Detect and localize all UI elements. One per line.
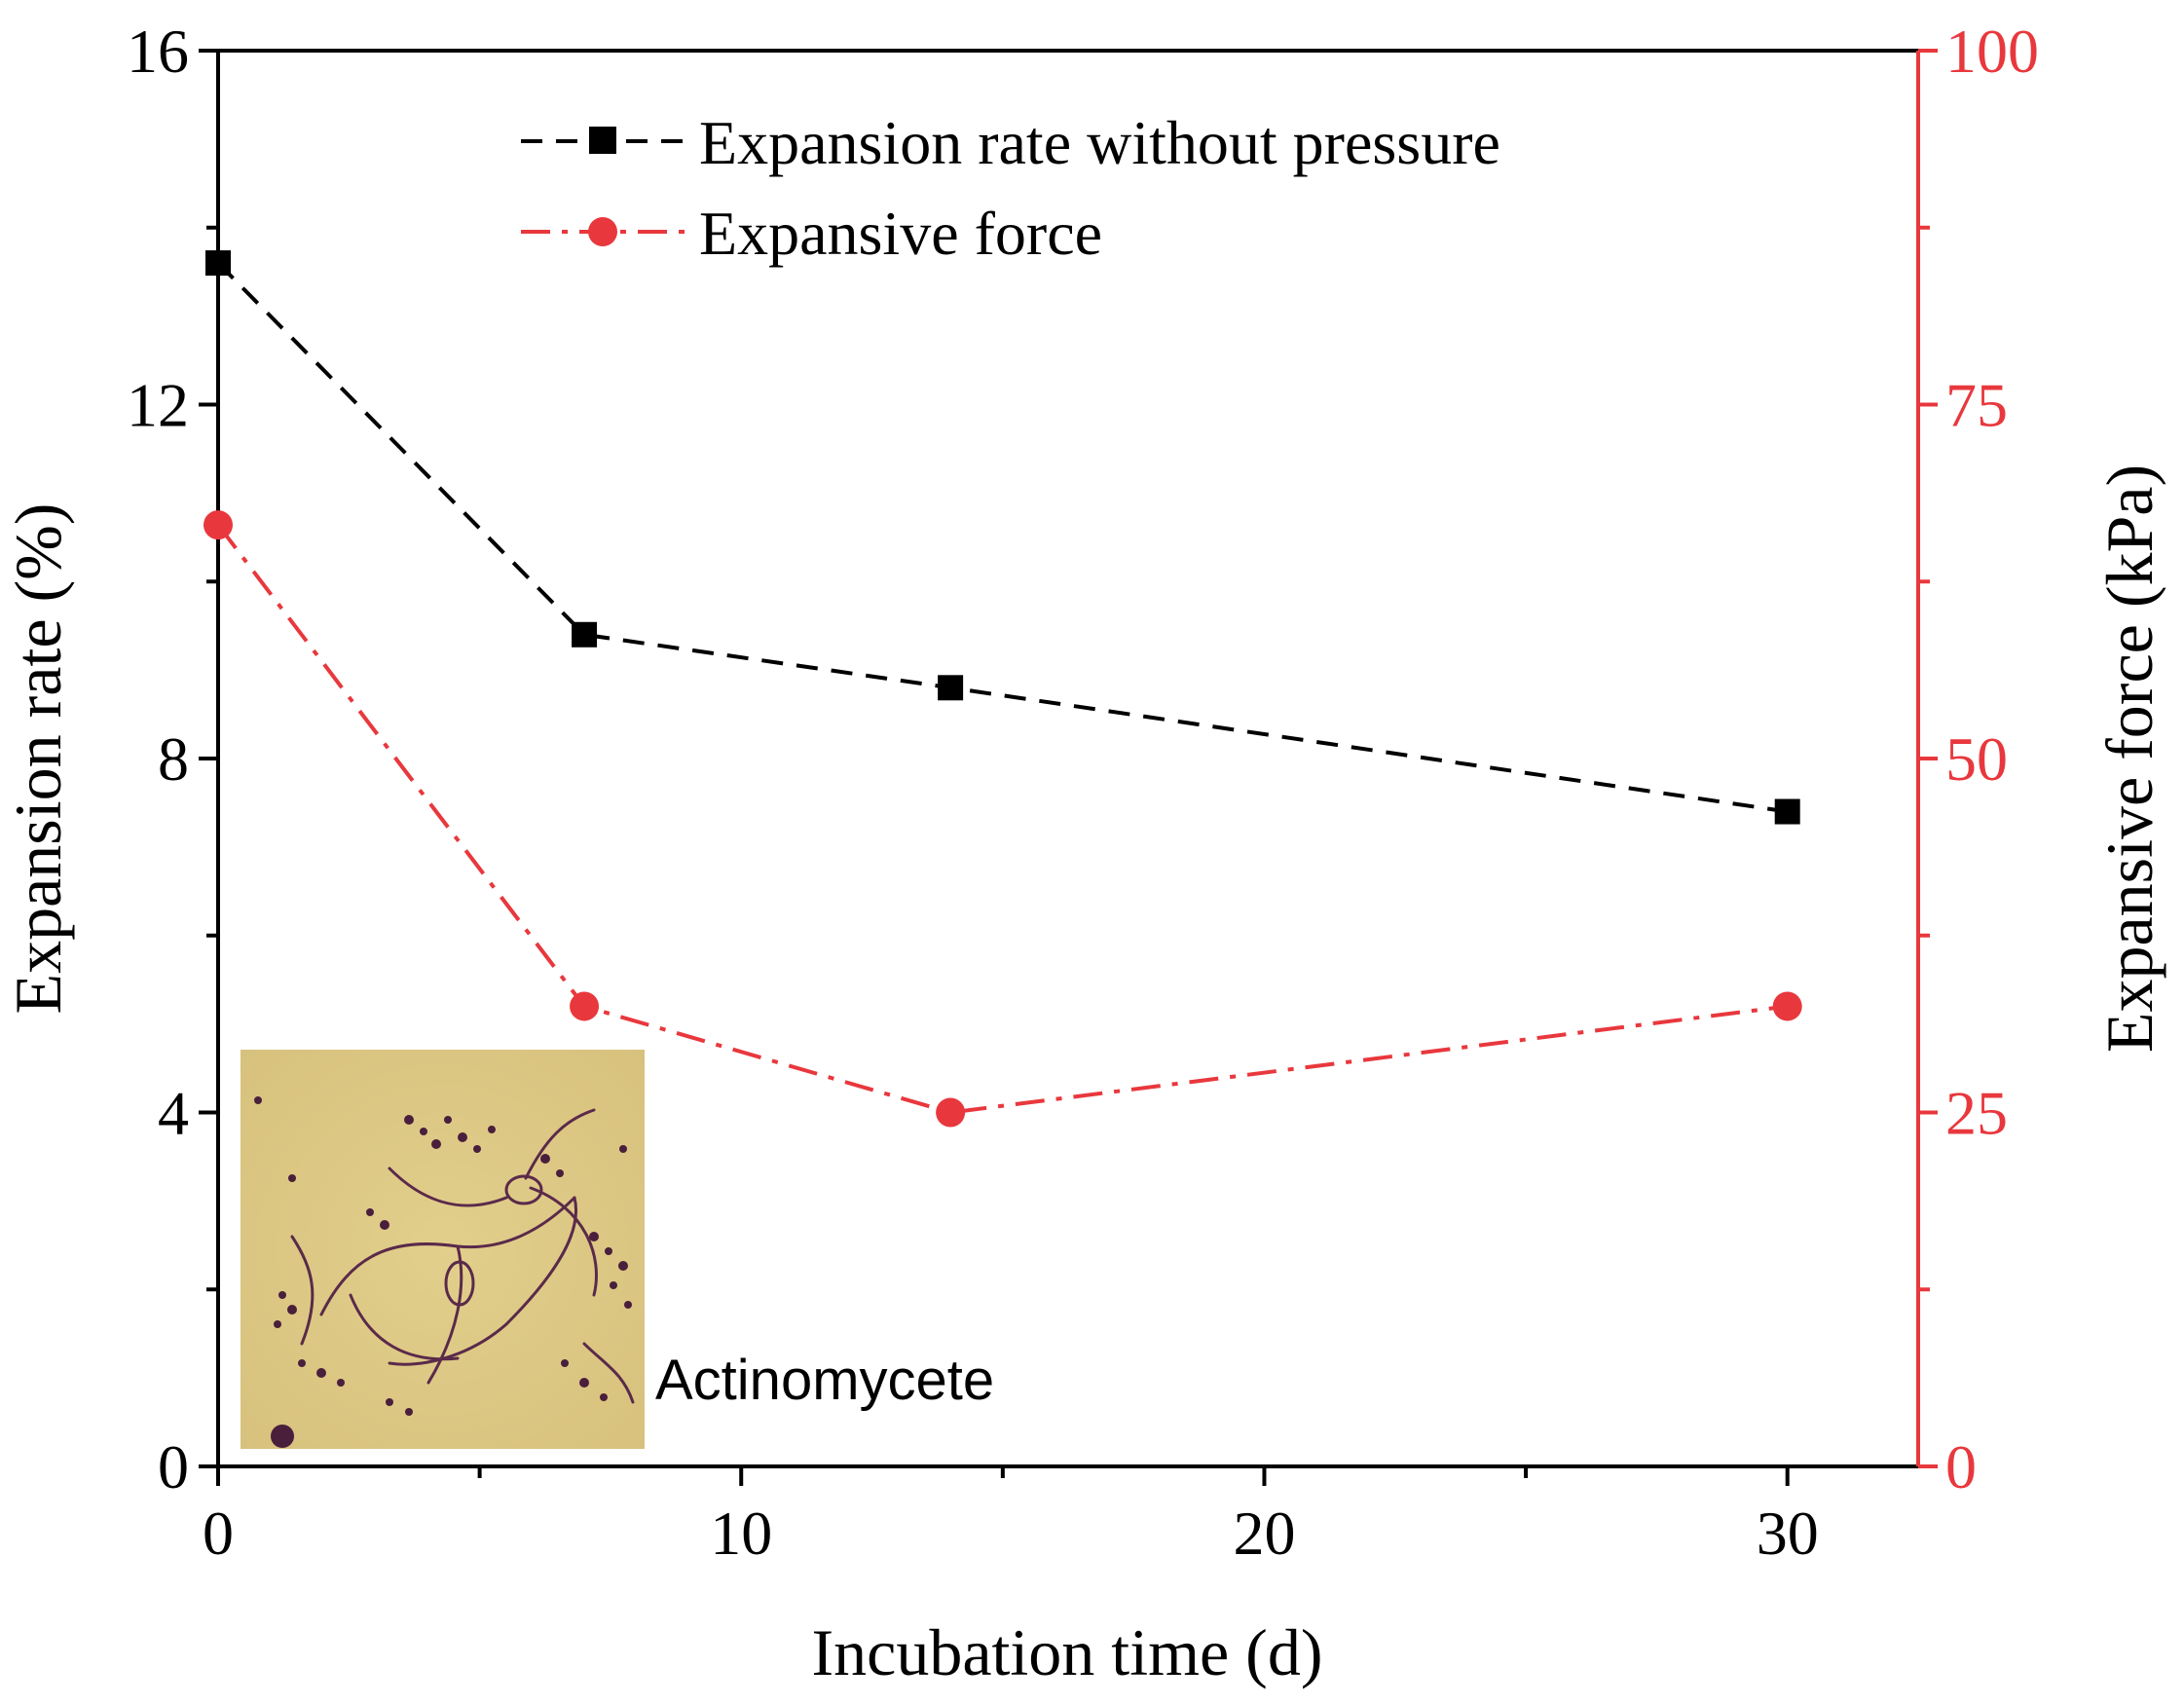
data-point-expansion-rate (1774, 798, 1800, 825)
y-right-tick-label: 25 (1945, 1079, 2008, 1148)
y-right-tick-label: 50 (1945, 724, 2008, 794)
series-layer (204, 250, 1802, 1128)
x-tick-label: 0 (203, 1499, 234, 1568)
x-axis: 0 10 20 30 (203, 1466, 1819, 1568)
legend-entry-expansive-force: Expansive force (521, 199, 1102, 268)
data-point-expansion-rate (938, 675, 964, 701)
y-axis-right-title: Expansive force (kPa) (2092, 464, 2166, 1053)
data-point-expansion-rate (205, 250, 231, 277)
inset-caption: Actinomycete (655, 1349, 994, 1412)
y-right-tick-label: 75 (1945, 371, 2008, 440)
y-right-tick-label: 0 (1945, 1432, 1977, 1501)
data-point-expansive-force (570, 991, 600, 1021)
x-tick-label: 30 (1757, 1499, 1819, 1568)
legend-label-expansive-force: Expansive force (699, 199, 1102, 268)
y-right-tick-label: 100 (1945, 17, 2039, 86)
data-point-expansive-force (204, 510, 233, 540)
y-axis-right: 0 25 50 75 100 (1918, 17, 2039, 1501)
y-axis-left: 0 4 8 12 16 (127, 17, 218, 1501)
legend-label-expansion-rate: Expansion rate without pressure (699, 108, 1500, 177)
y-left-tick-label: 4 (158, 1079, 189, 1148)
legend: Expansion rate without pressure Expansiv… (521, 108, 1500, 268)
x-axis-title: Incubation time (d) (812, 1615, 1323, 1689)
x-tick-label: 20 (1233, 1499, 1295, 1568)
x-tick-label: 10 (710, 1499, 772, 1568)
inset-micrograph (241, 1050, 645, 1449)
series-line-expansive-force (216, 523, 1788, 1115)
legend-marker-circle (588, 217, 617, 246)
legend-entry-expansion-rate: Expansion rate without pressure (521, 108, 1500, 177)
legend-marker-square (589, 127, 616, 154)
y-left-tick-label: 16 (127, 17, 189, 86)
y-left-tick-label: 8 (158, 724, 189, 794)
y-axis-left-title: Expansion rate (%) (1, 503, 75, 1015)
y-left-tick-label: 12 (127, 371, 189, 440)
data-point-expansive-force (1772, 991, 1802, 1021)
data-point-expansive-force (936, 1097, 966, 1128)
y-left-tick-label: 0 (158, 1432, 189, 1501)
series-line-expansion-rate (216, 261, 1788, 814)
data-point-expansion-rate (572, 621, 598, 648)
